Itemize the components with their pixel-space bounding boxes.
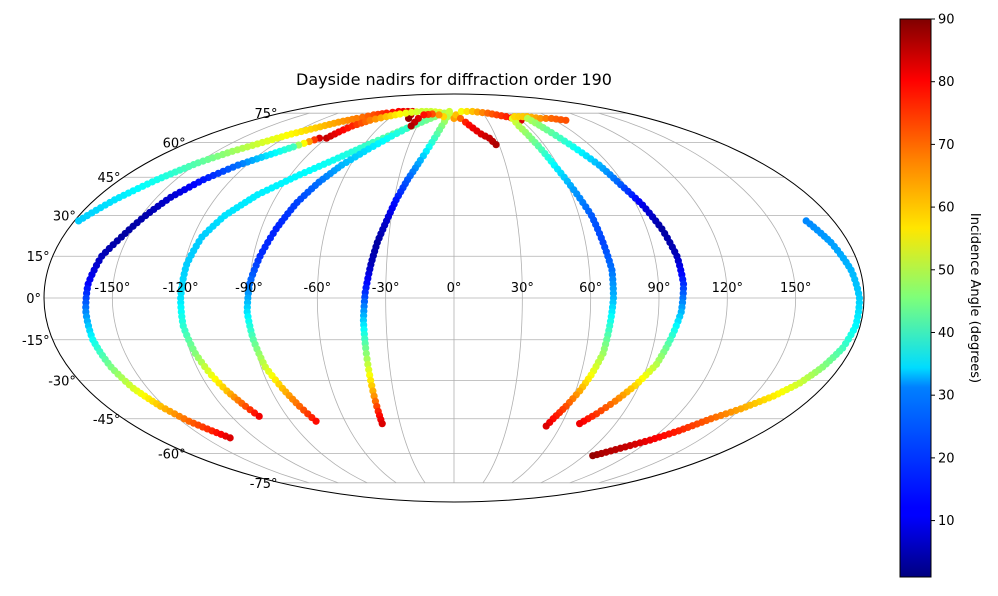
lat-tick-label: 30° xyxy=(53,210,76,225)
data-point xyxy=(226,434,234,442)
lon-tick-label: -90° xyxy=(235,281,263,296)
colorbar-tick-label: 10 xyxy=(938,514,955,529)
scatter-series xyxy=(589,217,864,460)
lat-tick-label: -45° xyxy=(93,413,121,428)
lon-tick-label: -60° xyxy=(303,281,331,296)
lon-tick-label: 90° xyxy=(647,281,670,296)
lon-tick-label: 0° xyxy=(447,281,462,296)
data-point xyxy=(402,109,410,117)
colorbar-tick-label: 80 xyxy=(938,75,955,90)
data-point xyxy=(407,108,416,116)
colorbar-tick-label: 40 xyxy=(938,326,955,341)
lat-tick-label: 60° xyxy=(163,136,186,151)
colorbar-tick-label: 90 xyxy=(938,13,955,28)
chart-title: Dayside nadirs for diffraction order 190 xyxy=(296,70,612,89)
lon-gridline xyxy=(385,112,426,484)
lon-gridline xyxy=(598,112,797,484)
lon-tick-label: 150° xyxy=(780,281,811,296)
lon-gridline xyxy=(569,112,728,484)
data-point xyxy=(576,420,584,428)
data-point xyxy=(396,110,404,118)
data-point xyxy=(404,114,413,123)
lon-tick-label: 120° xyxy=(712,281,743,296)
data-point xyxy=(362,344,370,352)
data-point xyxy=(255,412,263,420)
colorbar-tick-label: 50 xyxy=(938,263,955,278)
lat-tick-label: 0° xyxy=(26,292,41,307)
scatter-series xyxy=(407,110,448,130)
data-point xyxy=(478,109,487,117)
colorbar-ticks: 10 20 30 40 50 60 70 80 90 xyxy=(931,13,955,529)
lat-tick-label: 45° xyxy=(98,171,121,186)
data-point xyxy=(365,366,373,374)
lon-gridline xyxy=(316,112,397,484)
data-point xyxy=(407,122,415,130)
data-point xyxy=(312,417,320,425)
colorbar-gradient xyxy=(899,18,932,578)
scatter-series xyxy=(523,114,688,428)
data-point xyxy=(492,141,500,149)
lat-tick-label: -15° xyxy=(22,334,50,349)
data-point xyxy=(420,111,428,119)
data-point xyxy=(562,116,570,124)
colorbar: 10 20 30 40 50 60 70 80 90 Incidence Angle (degr… xyxy=(899,13,982,578)
colorbar-tick-label: 60 xyxy=(938,201,955,216)
lon-tick-label: 30° xyxy=(511,281,534,296)
lat-tick-label: -30° xyxy=(48,374,76,389)
data-point xyxy=(542,114,550,123)
colorbar-tick-label: 70 xyxy=(938,138,955,153)
scatter-series xyxy=(359,109,453,428)
data-point xyxy=(457,107,465,116)
data-point xyxy=(536,114,545,123)
colorbar-tick-label: 30 xyxy=(938,389,955,404)
lon-tick-label: -150° xyxy=(94,281,130,296)
data-point xyxy=(363,355,371,363)
lat-tick-label: 75° xyxy=(254,107,277,122)
lon-tick-label: -30° xyxy=(372,281,400,296)
lon-tick-label: 60° xyxy=(579,281,602,296)
scatter-series xyxy=(82,134,324,442)
lon-tick-label: -120° xyxy=(163,281,199,296)
scatter-series xyxy=(510,113,570,124)
data-points xyxy=(75,107,864,460)
data-point xyxy=(435,111,443,119)
scatter-series xyxy=(508,114,618,430)
data-point xyxy=(362,349,370,358)
lat-tick-label: -75° xyxy=(250,477,278,492)
data-point xyxy=(542,422,550,430)
graticule xyxy=(44,112,864,484)
colorbar-tick-label: 20 xyxy=(938,451,955,466)
lat-tick-label: -60° xyxy=(158,448,186,463)
map-outline xyxy=(43,93,865,503)
data-point xyxy=(589,452,597,460)
lon-gridline xyxy=(482,112,523,484)
data-point xyxy=(364,360,372,368)
data-point xyxy=(463,107,471,116)
lon-gridline xyxy=(540,112,660,484)
colorbar-label: Incidence Angle (degrees) xyxy=(967,213,982,383)
scatter-series xyxy=(452,111,500,149)
data-point xyxy=(378,420,386,428)
data-point xyxy=(456,114,465,123)
data-point xyxy=(371,115,380,123)
lat-tick-label: 15° xyxy=(27,250,50,265)
tick-labels: -150° -120° -90° -60° -30° 0° 30° 60° 90° 120° 150… xyxy=(22,107,811,492)
data-point xyxy=(366,116,374,124)
data-point xyxy=(353,114,361,123)
